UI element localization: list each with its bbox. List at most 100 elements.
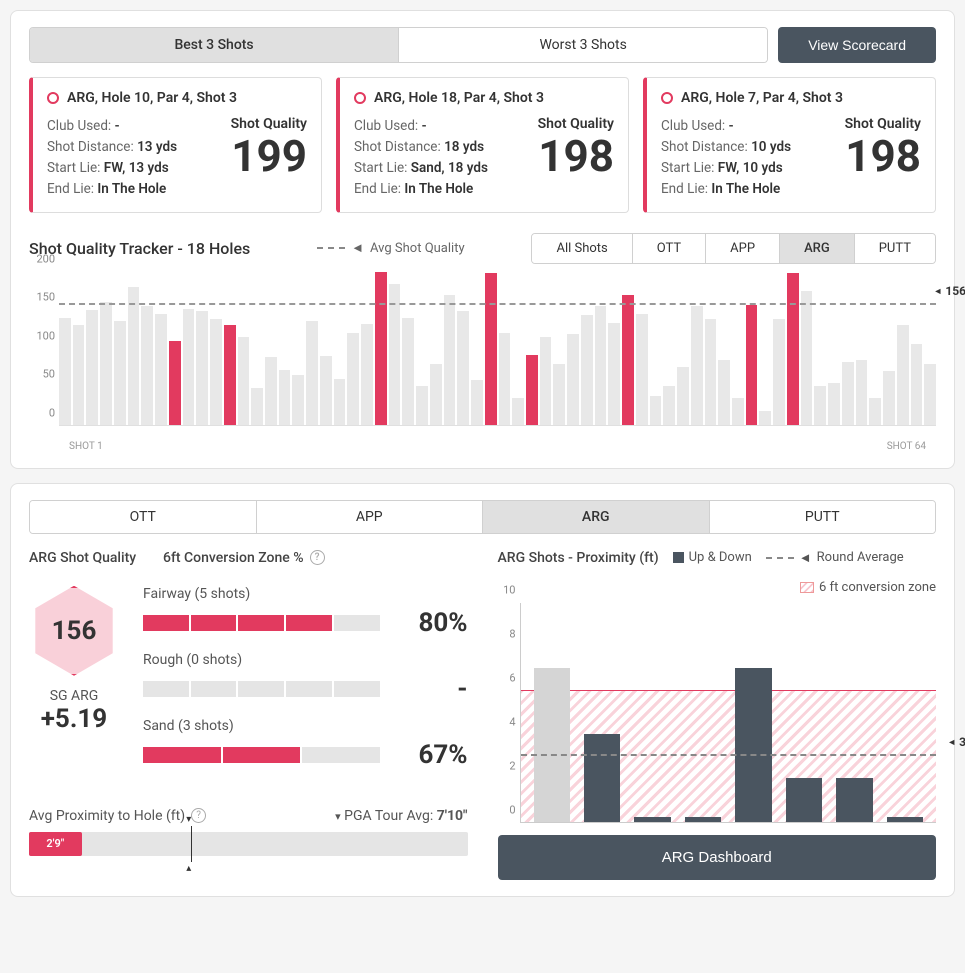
bar[interactable] — [677, 367, 689, 424]
bar[interactable] — [773, 319, 785, 425]
bar[interactable] — [306, 321, 318, 424]
bottom-tab-putt[interactable]: PUTT — [710, 501, 936, 533]
prox-bar-item[interactable] — [534, 668, 570, 821]
prox-avg-badge: 3 — [947, 735, 965, 749]
avg-legend-label: Avg Shot Quality — [370, 241, 465, 256]
bar[interactable] — [553, 364, 565, 425]
zone-bar — [143, 615, 380, 631]
bar[interactable] — [155, 314, 167, 425]
bar[interactable] — [73, 325, 85, 424]
bar[interactable] — [402, 318, 414, 425]
legend-roundavg: ◄ Round Average — [766, 550, 904, 566]
shot-card[interactable]: ARG, Hole 7, Par 4, Shot 3 Club Used: - … — [643, 77, 936, 213]
bar[interactable] — [375, 272, 387, 424]
bar[interactable] — [718, 360, 730, 425]
best-shots-btn[interactable]: Best 3 Shots — [30, 28, 399, 62]
bar[interactable] — [238, 337, 250, 425]
bar[interactable] — [801, 291, 813, 425]
bar[interactable] — [169, 341, 181, 425]
bar[interactable] — [924, 364, 936, 425]
tracker-tab-all-shots[interactable]: All Shots — [532, 234, 632, 263]
bar[interactable] — [196, 311, 208, 424]
prox-bar-item[interactable] — [685, 817, 721, 821]
tracker-tab-arg[interactable]: ARG — [780, 234, 855, 263]
avg-badge: 156 — [933, 284, 965, 298]
bar[interactable] — [787, 273, 799, 424]
worst-shots-btn[interactable]: Worst 3 Shots — [399, 28, 767, 62]
bar[interactable] — [485, 273, 497, 424]
bar[interactable] — [86, 310, 98, 425]
bar[interactable] — [128, 287, 140, 425]
bottom-tab-app[interactable]: APP — [257, 501, 484, 533]
bar[interactable] — [444, 295, 456, 425]
tracker-y-axis: 050100150200 — [29, 272, 57, 426]
bar[interactable] — [512, 398, 524, 425]
tracker-tab-putt[interactable]: PUTT — [855, 234, 935, 263]
bar[interactable] — [224, 325, 236, 424]
prox-bar-item[interactable] — [836, 778, 872, 822]
bar[interactable] — [416, 386, 428, 424]
bar[interactable] — [183, 309, 195, 425]
help-icon[interactable]: ? — [310, 550, 325, 565]
bar[interactable] — [471, 380, 483, 424]
shot-card[interactable]: ARG, Hole 18, Par 4, Shot 3 Club Used: -… — [336, 77, 629, 213]
bar[interactable] — [567, 334, 579, 424]
bar[interactable] — [911, 344, 923, 424]
bar[interactable] — [581, 315, 593, 424]
bar[interactable] — [251, 388, 263, 425]
bar[interactable] — [842, 362, 854, 425]
zone-row: Fairway (5 shots) 80% — [143, 586, 468, 638]
bar[interactable] — [347, 333, 359, 425]
tracker-tab-app[interactable]: APP — [706, 234, 780, 263]
bar[interactable] — [608, 323, 620, 425]
shot-meta: Club Used: - Shot Distance: 13 yds Start… — [47, 116, 177, 200]
prox-bar-item[interactable] — [887, 817, 923, 821]
bar[interactable] — [499, 333, 511, 425]
bar[interactable] — [279, 370, 291, 425]
bar[interactable] — [705, 319, 717, 425]
bottom-tab-arg[interactable]: ARG — [483, 501, 710, 533]
tracker-tab-ott[interactable]: OTT — [633, 234, 706, 263]
bar[interactable] — [869, 398, 881, 425]
bar[interactable] — [361, 324, 373, 425]
arg-dashboard-button[interactable]: ARG Dashboard — [498, 835, 937, 880]
bar[interactable] — [141, 306, 153, 425]
bar[interactable] — [897, 325, 909, 424]
prox-bar-item[interactable] — [786, 778, 822, 822]
zone-pct: - — [398, 674, 468, 704]
prox-bar-item[interactable] — [584, 734, 620, 822]
bar[interactable] — [59, 318, 71, 425]
bar[interactable] — [265, 357, 277, 424]
bar[interactable] — [622, 295, 634, 425]
bar[interactable] — [828, 383, 840, 425]
prox-marker-icon — [191, 826, 192, 862]
bar[interactable] — [814, 386, 826, 424]
bar[interactable] — [691, 306, 703, 425]
help-icon[interactable]: ? — [191, 808, 206, 823]
bar[interactable] — [334, 379, 346, 425]
bar[interactable] — [210, 319, 222, 425]
hatch-icon — [800, 582, 814, 593]
bar[interactable] — [746, 305, 758, 424]
bar[interactable] — [595, 306, 607, 425]
bar[interactable] — [292, 375, 304, 425]
bar[interactable] — [732, 398, 744, 425]
bar[interactable] — [526, 355, 538, 425]
bar[interactable] — [650, 396, 662, 425]
bar[interactable] — [320, 356, 332, 425]
bar[interactable] — [114, 321, 126, 424]
shot-card[interactable]: ARG, Hole 10, Par 4, Shot 3 Club Used: -… — [29, 77, 322, 213]
view-scorecard-button[interactable]: View Scorecard — [778, 27, 936, 63]
bar[interactable] — [856, 360, 868, 425]
bar[interactable] — [636, 314, 648, 425]
prox-bar-item[interactable] — [634, 817, 670, 821]
bar[interactable] — [759, 411, 771, 425]
bar[interactable] — [430, 364, 442, 425]
prox-bar-item[interactable] — [735, 668, 771, 821]
bottom-tab-ott[interactable]: OTT — [30, 501, 257, 533]
bar[interactable] — [663, 386, 675, 424]
bar[interactable] — [457, 311, 469, 424]
bar[interactable] — [100, 302, 112, 424]
bar[interactable] — [540, 337, 552, 425]
bar[interactable] — [883, 371, 895, 425]
